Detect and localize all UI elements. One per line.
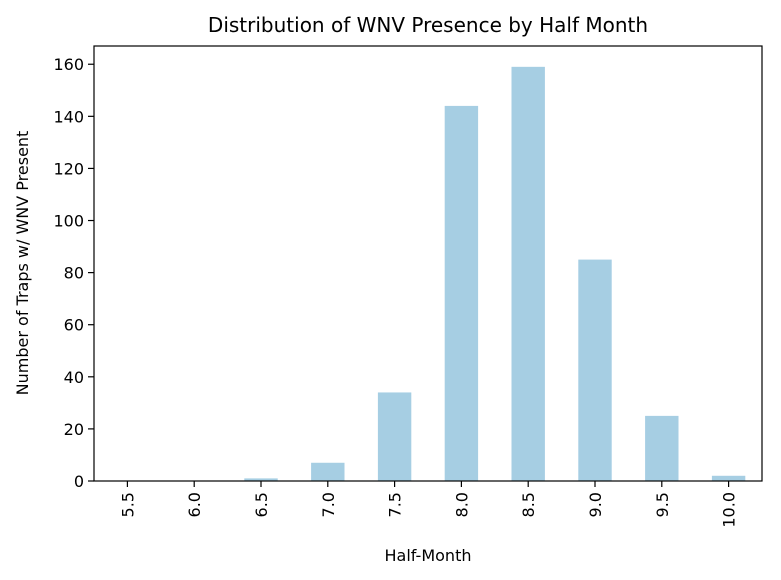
bar-7.5 xyxy=(377,392,412,481)
bar-8.5 xyxy=(511,66,545,482)
y-axis-label: Number of Traps w/ WNV Present xyxy=(13,131,32,396)
y-tick-label: 100 xyxy=(53,212,84,231)
y-tick-label: 160 xyxy=(53,55,84,74)
x-axis-label: Half-Month xyxy=(385,546,472,565)
bar-10.0 xyxy=(711,475,746,481)
chart-title: Distribution of WNV Presence by Half Mon… xyxy=(208,13,648,37)
x-tick-label: 7.5 xyxy=(386,492,405,517)
y-tick-label: 60 xyxy=(64,316,84,335)
x-tick-label: 7.0 xyxy=(319,492,338,517)
x-tick-label: 5.5 xyxy=(118,492,137,517)
bar-9.0 xyxy=(578,259,612,481)
x-tick-label: 8.5 xyxy=(519,492,538,517)
x-tick-label: 8.0 xyxy=(452,492,471,517)
x-axis-ticks: 5.5 6.0 6.5 7.0 7.5 8.0 8.5 9.0 9.5 10.0 xyxy=(118,481,739,528)
x-tick-label: 10.0 xyxy=(720,492,739,528)
x-tick-label: 9.0 xyxy=(586,492,605,517)
y-axis-ticks: 0 20 40 60 80 100 120 140 160 xyxy=(53,55,94,491)
bar-8.0 xyxy=(444,105,479,481)
bar-9.5 xyxy=(645,415,679,481)
y-tick-label: 140 xyxy=(53,107,84,126)
y-tick-label: 120 xyxy=(53,159,84,178)
y-tick-label: 40 xyxy=(64,368,84,387)
bars-group xyxy=(244,66,746,482)
x-tick-label: 6.5 xyxy=(252,492,271,517)
y-tick-label: 80 xyxy=(64,264,84,283)
y-tick-label: 20 xyxy=(64,420,84,439)
x-tick-label: 6.0 xyxy=(185,492,204,517)
plot-frame xyxy=(93,45,763,482)
y-tick-label: 0 xyxy=(74,472,84,491)
x-tick-label: 9.5 xyxy=(653,492,672,517)
bar-7.0 xyxy=(311,462,345,481)
bar-6.5 xyxy=(244,478,278,481)
